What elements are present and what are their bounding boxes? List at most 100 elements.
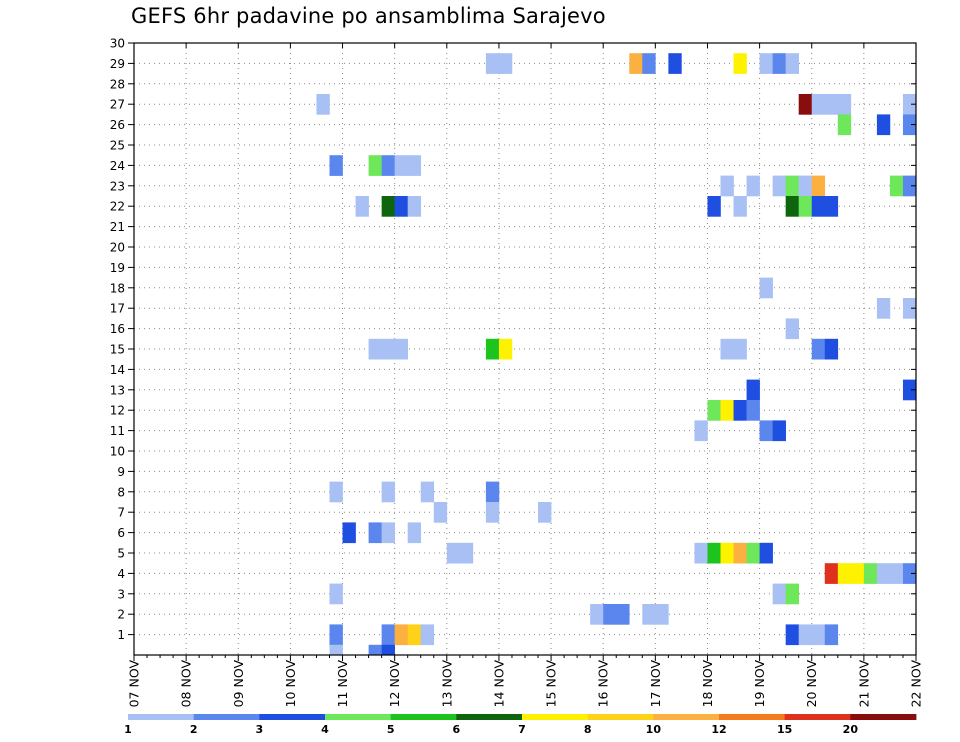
precipitation-cell (759, 277, 773, 299)
precipitation-cell (381, 338, 395, 360)
x-tick-label: 22 NOV (909, 660, 924, 708)
precipitation-cell (733, 53, 747, 74)
precipitation-cell (355, 196, 369, 217)
color-scale-label: 4 (321, 723, 329, 736)
precipitation-cell (342, 522, 356, 544)
y-tick-label: 19 (110, 261, 125, 275)
precipitation-cell (368, 522, 382, 544)
y-tick-label: 17 (110, 302, 125, 316)
precipitation-cell (394, 196, 408, 217)
precipitation-cell (407, 196, 422, 217)
precipitation-cell (498, 53, 513, 74)
precipitation-cell (694, 542, 708, 564)
precipitation-cell (485, 481, 500, 503)
precipitation-cell (902, 298, 917, 319)
precipitation-cell (368, 644, 382, 656)
x-tick-label: 15 NOV (544, 660, 559, 708)
precipitation-cell (381, 155, 395, 176)
precipitation-cell (407, 522, 422, 544)
color-scale-swatch (719, 714, 786, 720)
precipitation-cell (811, 175, 826, 197)
x-tick-label: 20 NOV (804, 660, 819, 708)
precipitation-cell (694, 420, 708, 442)
precipitation-cell (850, 563, 865, 584)
precipitation-cell (655, 604, 669, 625)
precipitation-cell (798, 196, 813, 217)
precipitation-cell (746, 400, 760, 421)
precipitation-cell (590, 604, 604, 625)
x-tick-label: 18 NOV (700, 660, 715, 708)
precipitation-cell (368, 155, 382, 176)
precipitation-cell (889, 175, 904, 197)
precipitation-cell (785, 318, 799, 340)
precipitation-cell (707, 196, 721, 217)
y-tick-label: 18 (110, 281, 125, 295)
precipitation-cell (876, 298, 891, 319)
color-scale-label: 8 (584, 723, 592, 736)
x-tick-label: 10 NOV (283, 660, 298, 708)
x-tick-label: 17 NOV (648, 660, 663, 708)
precipitation-cell (798, 175, 813, 197)
color-scale-swatch (456, 714, 523, 720)
color-scale-label: 1 (124, 723, 132, 736)
y-tick-label: 13 (110, 383, 125, 397)
x-tick-label: 08 NOV (179, 660, 194, 708)
color-scale-swatch (259, 714, 326, 720)
color-scale-label: 7 (518, 723, 526, 736)
precipitation-cell (746, 542, 760, 564)
precipitation-cell (785, 624, 799, 646)
y-tick-label: 16 (110, 322, 125, 336)
x-tick-label: 09 NOV (231, 660, 246, 708)
precipitation-cell (811, 624, 826, 646)
precipitation-cell (733, 542, 747, 564)
precipitation-cell (902, 563, 917, 584)
precipitation-cell (707, 400, 721, 421)
precipitation-cell (902, 379, 917, 401)
precipitation-cell (772, 53, 786, 74)
precipitation-cell (407, 155, 422, 176)
precipitation-cell (381, 481, 395, 503)
precipitation-cell (902, 94, 917, 115)
y-tick-label: 10 (110, 445, 125, 459)
precipitation-cell (837, 94, 852, 115)
color-scale-label: 5 (387, 723, 395, 736)
color-scale-label: 20 (843, 723, 859, 736)
precipitation-cell (642, 604, 656, 625)
x-tick-label: 16 NOV (596, 660, 611, 708)
precipitation-cell (785, 583, 799, 605)
color-scale-label: 12 (711, 723, 726, 736)
y-tick-label: 30 (110, 37, 125, 51)
y-tick-label: 14 (110, 363, 125, 377)
precipitation-cell (381, 522, 395, 544)
x-tick-label: 11 NOV (335, 660, 350, 708)
precipitation-cell (876, 563, 891, 584)
precipitation-cells (316, 53, 917, 656)
y-tick-label: 8 (117, 485, 125, 499)
precipitation-cell (798, 94, 813, 115)
precipitation-cell (629, 53, 643, 74)
y-tick-label: 29 (110, 57, 125, 71)
precipitation-cell (876, 114, 891, 136)
precipitation-cell (642, 53, 656, 74)
y-tick-label: 24 (110, 159, 125, 173)
y-tick-label: 6 (117, 526, 125, 540)
precipitation-cell (824, 196, 839, 217)
precipitation-cell (381, 624, 395, 646)
x-tick-label: 07 NOV (127, 660, 142, 708)
precipitation-cell (420, 481, 435, 503)
y-tick-label: 11 (110, 424, 125, 438)
precipitation-cell (707, 542, 721, 564)
color-scale-swatch (784, 714, 851, 720)
precipitation-cell (798, 624, 813, 646)
precipitation-cell (824, 94, 839, 115)
color-scale-label: 15 (777, 723, 792, 736)
precipitation-cell (759, 53, 773, 74)
precipitation-cell (772, 175, 786, 197)
precipitation-cell (485, 53, 500, 74)
precipitation-cell (394, 624, 408, 646)
y-tick-label: 4 (117, 567, 125, 581)
precipitation-cell (824, 624, 839, 646)
precipitation-cell (811, 338, 826, 360)
precipitation-cell (329, 481, 343, 503)
color-scale-swatch (587, 714, 654, 720)
